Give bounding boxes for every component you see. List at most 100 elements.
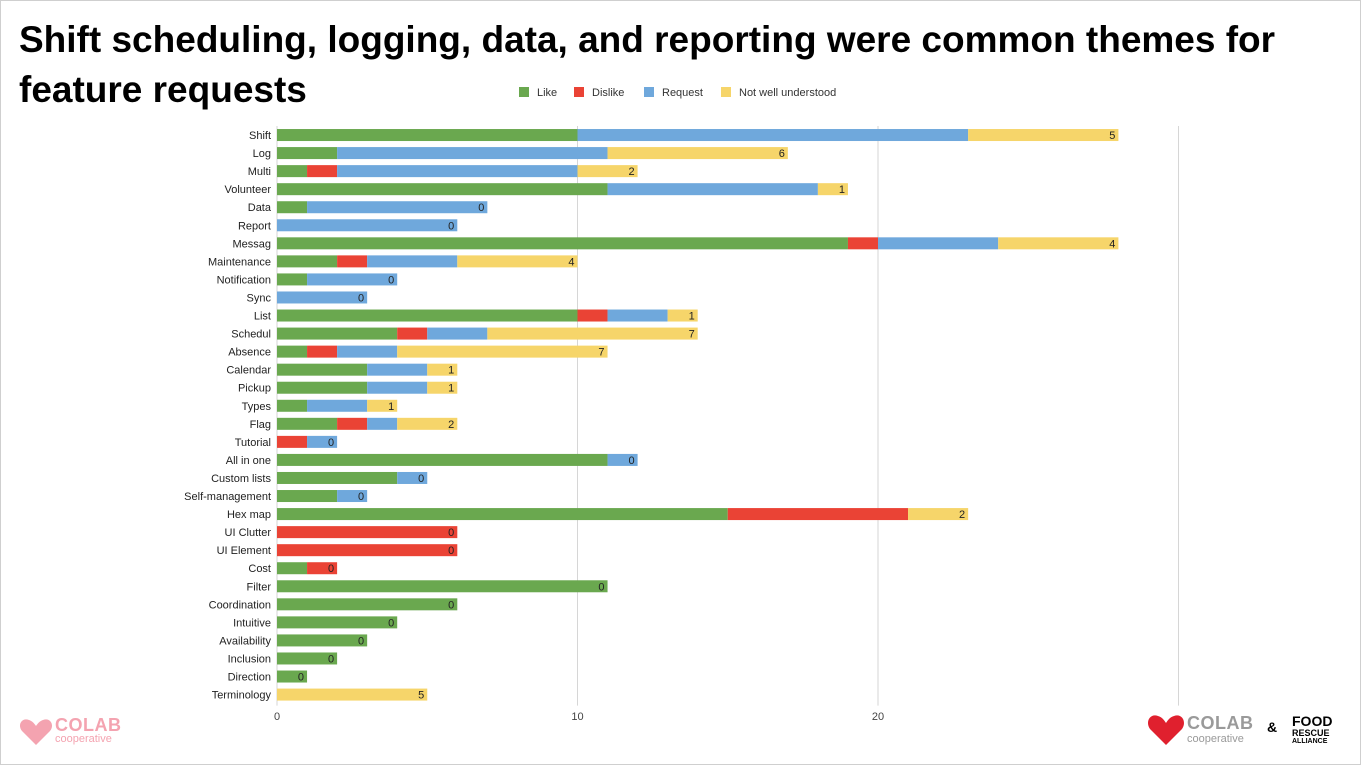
bar-segment (337, 147, 608, 160)
category-label: UI Element (217, 545, 271, 557)
bar-segment (277, 201, 308, 214)
bar-segment (277, 381, 368, 394)
x-tick-label: 0 (274, 711, 280, 723)
bar-segment (397, 471, 428, 484)
heart-icon (1147, 715, 1185, 745)
bar-segment (277, 183, 608, 196)
data-label: 7 (598, 347, 604, 359)
bar-segment (277, 652, 338, 665)
data-label: 0 (388, 274, 394, 286)
data-label: 1 (448, 365, 454, 377)
bar-segment (607, 147, 788, 160)
bar-segment (277, 688, 428, 701)
bar-segment (607, 309, 668, 322)
data-label: 0 (328, 437, 334, 449)
colab-wordmark: COLAB (55, 715, 122, 735)
bar-segment (277, 309, 578, 322)
category-label: Calendar (226, 365, 271, 377)
bar-segment (577, 165, 638, 178)
cooperative-label: cooperative (1187, 733, 1244, 745)
bar-segment (307, 562, 338, 575)
bar-segment (337, 417, 368, 430)
category-label: Shift (249, 130, 271, 142)
legend-swatch (721, 87, 731, 97)
bar-segment (277, 237, 848, 250)
category-label: Inclusion (228, 653, 271, 665)
category-label: Intuitive (233, 617, 271, 629)
legend-swatch (644, 87, 654, 97)
data-label: 0 (448, 220, 454, 232)
bar-segment (607, 183, 818, 196)
bar-segment (847, 237, 878, 250)
legend-swatch (519, 87, 529, 97)
category-label: Multi (248, 166, 271, 178)
bar-segment (878, 237, 999, 250)
bar-segment (277, 435, 308, 448)
bar-segment (307, 165, 338, 178)
data-label: 0 (358, 491, 364, 503)
data-label: 0 (328, 653, 334, 665)
bar-segment (277, 471, 398, 484)
bar-segment (307, 399, 368, 412)
bar-segment (577, 129, 969, 142)
food-rescue-wordmark-3: ALLIANCE (1292, 738, 1328, 745)
bar-segment (277, 544, 458, 557)
food-rescue-wordmark: FOOD (1292, 713, 1333, 729)
category-label: Notification (217, 274, 271, 286)
category-label: Schedul (231, 329, 271, 341)
bar-segment (277, 147, 338, 160)
category-label: Types (242, 401, 272, 413)
data-label: 0 (328, 563, 334, 575)
bar-segment (277, 165, 308, 178)
data-label: 5 (1109, 130, 1115, 142)
category-label: Maintenance (208, 256, 271, 268)
bar-segment (307, 345, 338, 358)
data-label: 0 (298, 672, 304, 684)
x-tick-label: 10 (571, 711, 583, 723)
bar-segment (277, 490, 338, 503)
data-label: 0 (448, 599, 454, 611)
bar-segment (397, 345, 608, 358)
category-label: List (254, 311, 271, 323)
data-label: 6 (779, 148, 785, 160)
category-label: Hex map (227, 509, 271, 521)
category-label: Filter (247, 581, 272, 593)
data-label: 0 (448, 527, 454, 539)
data-label: 1 (689, 311, 695, 323)
category-label: Messag (232, 238, 271, 250)
data-label: 0 (478, 202, 484, 214)
bar-segment (277, 580, 608, 593)
category-label: Custom lists (211, 473, 271, 485)
legend-label: Request (662, 87, 703, 99)
data-label: 4 (1109, 238, 1115, 250)
data-label: 5 (418, 690, 424, 702)
data-label: 0 (418, 473, 424, 485)
bar-segment (277, 291, 368, 304)
x-tick-label: 20 (872, 711, 884, 723)
data-label: 0 (358, 635, 364, 647)
data-label: 7 (689, 329, 695, 341)
category-label: Sync (247, 292, 272, 304)
bar-segment (277, 327, 398, 340)
category-label: Terminology (212, 690, 272, 702)
category-label: Self-management (184, 491, 271, 503)
bar-segment (367, 417, 398, 430)
bar-segment (337, 345, 398, 358)
category-label: Report (238, 220, 271, 232)
bar-segment (397, 327, 428, 340)
data-label: 1 (448, 383, 454, 395)
bar-segment (998, 237, 1119, 250)
category-label: All in one (226, 455, 271, 467)
food-rescue-wordmark-2: RESCUE (1292, 728, 1330, 738)
slide-title: Shift scheduling, logging, data, and rep… (19, 19, 1276, 110)
bar-segment (607, 453, 638, 466)
bar-segment (427, 381, 458, 394)
bar-segment (367, 255, 458, 268)
bar-segment (277, 453, 608, 466)
bar-segment (277, 363, 368, 376)
data-label: 0 (628, 455, 634, 467)
bar-segment (427, 363, 458, 376)
bar-segment (277, 634, 368, 647)
category-label: Cost (248, 563, 271, 575)
